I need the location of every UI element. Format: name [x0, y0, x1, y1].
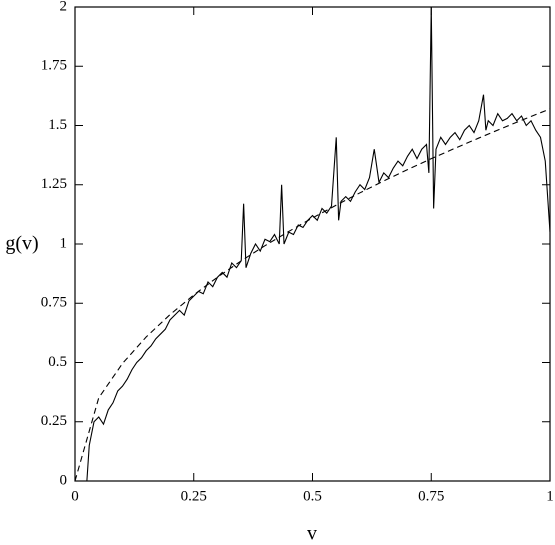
y-axis-title: g(v): [5, 233, 38, 255]
x-axis-title: v: [307, 523, 317, 545]
y-tick-label: 0.5: [48, 354, 67, 370]
y-tick-label: 1: [60, 235, 68, 251]
y-tick-label: 0.75: [41, 295, 67, 311]
x-tick-label: 1: [546, 488, 554, 504]
x-tick-label: 0: [71, 488, 79, 504]
plot-frame: [74, 6, 551, 482]
dashed-line: [74, 108, 551, 482]
y-tick-label: 2: [60, 0, 68, 14]
y-tick-label: 1.25: [41, 176, 67, 192]
y-tick-label: 0.25: [41, 413, 67, 429]
y-tick-label: 1.75: [41, 58, 67, 74]
x-tick-label: 0.5: [303, 488, 322, 504]
y-tick-label: 0: [60, 472, 68, 488]
y-tick-label: 1.5: [48, 117, 67, 133]
line: [86, 6, 551, 482]
x-tick-label: 0.25: [181, 488, 207, 504]
x-tick-label: 0.75: [418, 488, 444, 504]
